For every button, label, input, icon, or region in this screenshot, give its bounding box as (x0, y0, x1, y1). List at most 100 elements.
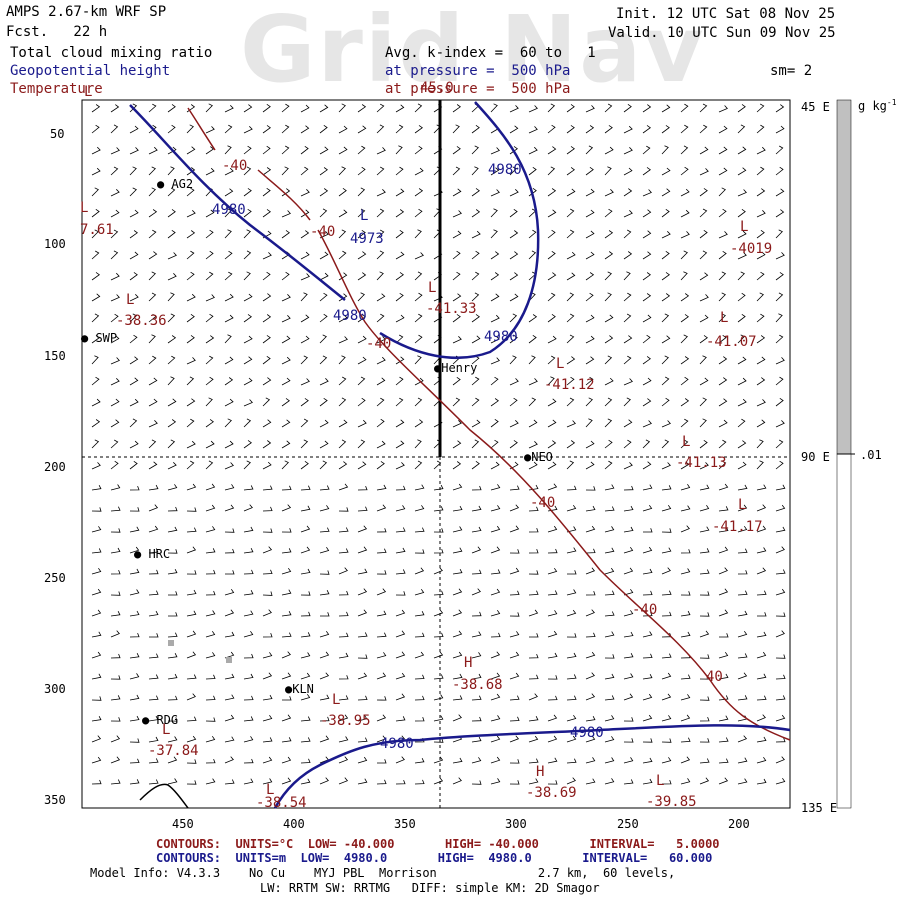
x-tick-label: 250 (617, 817, 639, 831)
wind-barb (547, 292, 556, 302)
wind-barb (300, 652, 311, 659)
wind-barb (262, 397, 271, 407)
wind-barb (91, 272, 100, 281)
wind-barb (281, 103, 290, 113)
wind-barb (414, 695, 425, 701)
wind-barb (110, 547, 121, 554)
wind-barb (566, 589, 577, 596)
wind-barb (756, 271, 765, 281)
wind-barb (547, 714, 558, 722)
wind-barb (300, 292, 308, 302)
wind-barb (661, 420, 671, 428)
wind-barb (775, 229, 783, 239)
wind-barb (623, 546, 634, 554)
wind-barb (680, 231, 690, 239)
wind-barb (642, 104, 652, 113)
wind-barb (718, 651, 729, 659)
wind-barb (528, 229, 537, 239)
wind-barb (433, 609, 444, 617)
wind-barb (338, 777, 349, 785)
y-tick-label: 300 (44, 682, 66, 696)
wind-barb (680, 591, 691, 596)
wind-barb (566, 674, 577, 680)
height-label: 4980 (570, 725, 604, 741)
station-rdg[interactable]: ● RDG (142, 713, 179, 727)
wind-barb (547, 610, 558, 617)
wind-barb (547, 398, 557, 407)
wind-barb (319, 440, 329, 449)
wind-barb (490, 505, 501, 512)
station-swp[interactable]: ● SWP (81, 331, 118, 345)
station-neo[interactable]: ●NEO (524, 450, 553, 464)
wind-barb (186, 589, 197, 596)
wind-barb (585, 505, 596, 512)
wind-barb (148, 103, 157, 113)
wind-barb (737, 398, 747, 407)
wind-barb (775, 420, 785, 428)
wind-barb (243, 126, 253, 134)
wind-barb (224, 314, 234, 323)
wind-barb (642, 230, 652, 239)
wind-barb (718, 695, 729, 701)
wind-barb (300, 672, 311, 680)
station-hrc[interactable]: ● HRC (134, 547, 171, 561)
wind-barb (680, 124, 689, 134)
wind-barb (224, 484, 235, 491)
wind-barb (376, 250, 385, 260)
wind-barb (357, 397, 366, 407)
wind-barb (680, 439, 689, 449)
wind-barb (756, 146, 766, 155)
wind-barb (756, 210, 766, 218)
wind-barb (566, 758, 577, 764)
wind-barb (300, 398, 309, 407)
wind-barb (376, 336, 386, 344)
wind-barb (129, 460, 138, 470)
station-henry[interactable]: ●Henry (434, 361, 478, 375)
wind-barb (338, 376, 347, 386)
wind-barb (281, 440, 291, 449)
wind-barb (737, 440, 747, 449)
wind-barb (452, 526, 463, 533)
wind-barb (281, 485, 292, 491)
wind-barb (680, 694, 691, 701)
wind-barb (528, 590, 539, 596)
station-kln[interactable]: ●KLN (285, 682, 314, 696)
wind-barb (509, 378, 519, 386)
wind-barb (547, 376, 555, 386)
wind-barb (471, 757, 482, 764)
wind-barb (376, 313, 385, 323)
wind-barb (319, 146, 329, 155)
wind-barb (509, 612, 520, 617)
wind-barb (490, 208, 498, 218)
wind-barb (471, 166, 479, 176)
wind-barb (243, 610, 254, 617)
wind-barb (642, 314, 652, 323)
wind-barb (680, 418, 689, 428)
wind-barb (756, 484, 767, 491)
wind-barb (319, 546, 330, 554)
station-ag2[interactable]: ● AG2 (157, 177, 194, 191)
temp-label: -40 (366, 336, 392, 352)
wind-barb (224, 736, 235, 743)
wind-barb (547, 630, 558, 638)
wind-barb (585, 672, 595, 680)
wind-barb (224, 293, 234, 302)
wind-barb (300, 166, 309, 176)
wind-barb (737, 252, 747, 260)
wind-barb (414, 419, 424, 428)
wind-barb (528, 250, 537, 260)
wind-barb (680, 293, 690, 302)
wind-barb (338, 187, 347, 197)
wind-barb (585, 693, 596, 701)
wind-barb (186, 507, 197, 512)
wind-barb (319, 292, 328, 302)
wind-barb (623, 397, 631, 407)
wind-barb (262, 694, 273, 701)
wind-barb (338, 652, 349, 659)
wind-barb (357, 632, 368, 638)
wind-barb (167, 313, 176, 323)
wind-barb (395, 672, 406, 680)
wind-barb (623, 693, 634, 701)
wind-barb (757, 612, 767, 617)
wind-barb (338, 675, 349, 680)
